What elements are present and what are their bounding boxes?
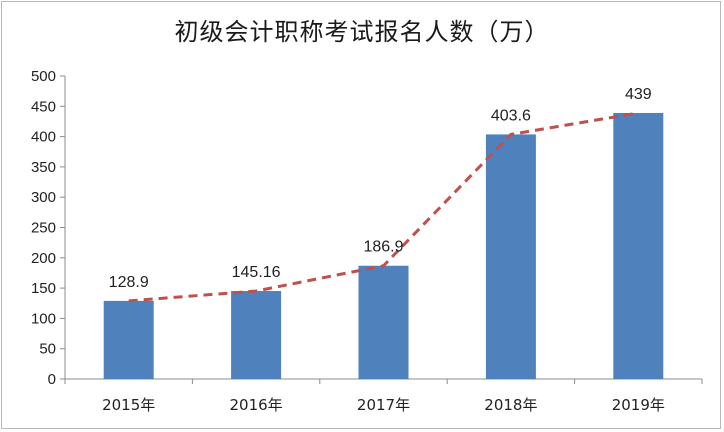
data-label: 128.9 [109,274,149,291]
y-tick-label: 400 [31,129,56,146]
x-tick-label: 2018年 [484,396,537,414]
bar-2015年 [103,300,154,379]
data-label: 145.16 [232,264,281,281]
trend-line [128,111,639,303]
x-tick-label: 2019年 [612,396,665,414]
x-tick-label: 2016年 [230,396,283,414]
data-label: 186.9 [363,239,403,256]
bar-2017年 [358,265,409,379]
y-tick-label: 0 [48,371,56,388]
y-tick-label: 200 [31,250,56,267]
bar-2019年 [613,112,664,379]
y-tick-label: 350 [31,159,56,176]
bar-2016年 [231,291,282,379]
data-label: 403.6 [491,107,531,124]
x-tick-label: 2017年 [357,396,410,414]
y-tick-label: 150 [31,280,56,297]
y-tick-label: 250 [31,220,56,237]
y-tick-label: 50 [39,341,56,358]
y-tick-label: 100 [31,310,56,327]
y-tick-label: 300 [31,189,56,206]
chart-title: 初级会计职称考试报名人数（万） [174,18,550,46]
y-tick-label: 500 [31,68,56,85]
data-label: 439 [625,86,652,103]
y-tick-label: 450 [31,98,56,115]
bar-2018年 [485,134,536,379]
x-tick-label: 2015年 [102,396,155,414]
